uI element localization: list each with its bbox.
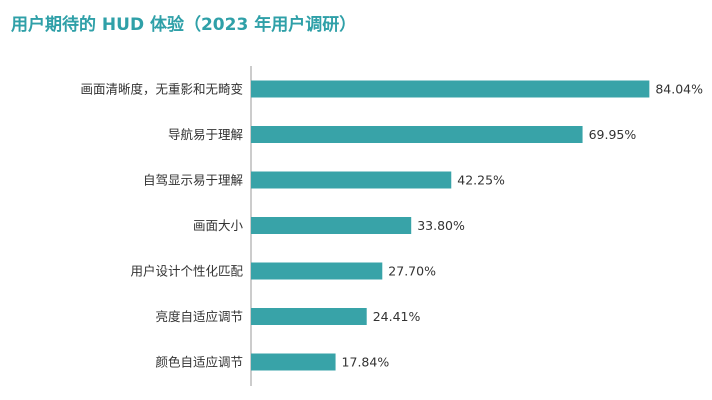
category-label-6: 亮度自适应调节 bbox=[155, 309, 243, 324]
value-label-3: 42.25% bbox=[457, 173, 505, 188]
bars-group: 画面清晰度，无重影和无畸变 84.04% 导航易于理解 69.95% 自驾显示易于理解 4… bbox=[80, 80, 703, 371]
category-label-1: 画面清晰度，无重影和无畸变 bbox=[80, 82, 243, 97]
bar-4 bbox=[251, 217, 412, 234]
category-label-7: 颜色自适应调节 bbox=[155, 355, 243, 370]
category-label-3: 自驾显示易于理解 bbox=[143, 173, 243, 188]
bar-2 bbox=[251, 126, 583, 143]
value-label-6: 24.41% bbox=[373, 309, 421, 324]
category-label-2: 导航易于理解 bbox=[168, 127, 243, 142]
value-label-1: 84.04% bbox=[655, 82, 703, 97]
chart-title: 用户期待的 HUD 体验（2023 年用户调研） bbox=[11, 15, 357, 35]
value-label-7: 17.84% bbox=[342, 355, 390, 370]
value-label-4: 33.80% bbox=[417, 218, 465, 233]
bar-7 bbox=[251, 353, 336, 371]
value-label-5: 27.70% bbox=[388, 264, 436, 279]
bar-1 bbox=[251, 80, 650, 98]
bar-6 bbox=[251, 308, 367, 325]
category-label-5: 用户设计个性化匹配 bbox=[130, 264, 243, 279]
value-label-2: 69.95% bbox=[589, 127, 637, 142]
bar-3 bbox=[251, 171, 452, 189]
category-label-4: 画面大小 bbox=[193, 218, 244, 233]
bar-5 bbox=[251, 262, 383, 280]
